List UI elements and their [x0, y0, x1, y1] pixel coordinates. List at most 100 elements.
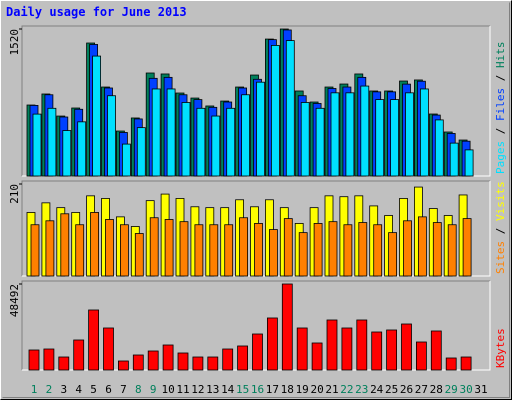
- x-tick-label: 3: [60, 383, 67, 396]
- bar: [73, 339, 85, 371]
- bar: [419, 88, 429, 177]
- bar: [62, 130, 72, 177]
- bar: [241, 94, 251, 177]
- bar: [162, 344, 174, 371]
- bar: [375, 99, 385, 177]
- legend-entry: Hits: [494, 42, 507, 69]
- bar: [371, 331, 383, 371]
- bar: [449, 142, 459, 177]
- bar: [401, 323, 412, 371]
- bar: [47, 107, 57, 177]
- x-tick-label: 1: [31, 383, 38, 396]
- x-tick-label: 11: [176, 383, 189, 396]
- x-tick-label: 22: [340, 383, 353, 396]
- bar: [432, 222, 442, 277]
- bar: [403, 220, 412, 277]
- panel-edge-dark: [21, 25, 490, 176]
- bar: [281, 283, 293, 371]
- bar: [166, 88, 176, 177]
- y-tick-label: 210: [8, 184, 21, 204]
- legend-entry: Sites: [494, 241, 507, 274]
- bar: [254, 223, 263, 277]
- x-tick-label: 30: [459, 383, 472, 396]
- bar: [177, 352, 189, 371]
- x-tick-label: 21: [325, 383, 338, 396]
- bar: [388, 232, 398, 277]
- bar: [77, 121, 87, 177]
- panel-edge-dark: [21, 280, 490, 370]
- x-tick-label: 24: [370, 383, 384, 396]
- bar: [92, 55, 101, 177]
- bar: [237, 345, 249, 371]
- x-tick-label: 2: [46, 383, 53, 396]
- x-tick-label: 7: [120, 383, 127, 396]
- x-tick-label: 20: [310, 383, 323, 396]
- bar: [358, 222, 368, 277]
- bar: [417, 216, 427, 277]
- bar: [107, 95, 116, 177]
- x-tick-label: 10: [161, 383, 174, 396]
- bar: [149, 217, 159, 277]
- chart-title: Daily usage for June 2013: [6, 5, 187, 19]
- bar: [462, 218, 472, 277]
- bar: [181, 102, 191, 177]
- bar: [252, 333, 263, 371]
- bar: [32, 113, 42, 177]
- bar: [268, 229, 278, 277]
- bar: [211, 115, 221, 177]
- legend-entry: Visits: [494, 181, 507, 221]
- legend-entry: Pages: [494, 141, 507, 174]
- legend-separator: /: [494, 221, 507, 241]
- bar: [194, 224, 204, 277]
- panel-edge-dark: [21, 180, 490, 276]
- bar: [283, 218, 293, 277]
- bar: [445, 357, 457, 371]
- legend: KBytes: [494, 328, 507, 368]
- bar: [164, 219, 174, 277]
- x-tick-label: 9: [150, 383, 157, 396]
- x-tick-label: 31: [474, 383, 487, 396]
- x-tick-label: 26: [400, 383, 413, 396]
- bar: [132, 354, 144, 371]
- bar: [390, 99, 400, 177]
- bar: [360, 85, 370, 177]
- bar: [447, 224, 457, 277]
- bar: [373, 224, 383, 277]
- bar: [45, 220, 55, 277]
- x-tick-label: 12: [191, 383, 204, 396]
- bar: [313, 223, 323, 277]
- x-tick-label: 27: [415, 383, 428, 396]
- bar: [226, 107, 236, 177]
- x-tick-label: 28: [430, 383, 443, 396]
- bar: [75, 224, 85, 277]
- bar: [105, 219, 114, 277]
- bar: [430, 330, 442, 371]
- bar: [315, 107, 325, 177]
- bar: [192, 356, 204, 371]
- bar: [147, 350, 159, 371]
- x-tick-label: 5: [90, 383, 97, 396]
- bar: [60, 213, 70, 277]
- x-tick-label: 14: [221, 383, 235, 396]
- legend: Pages / Files / Hits: [494, 42, 507, 175]
- bar: [434, 119, 444, 177]
- bar: [90, 212, 99, 277]
- y-tick-label: 1520: [8, 29, 21, 56]
- bar: [460, 356, 472, 371]
- bar: [270, 45, 280, 177]
- bar: [464, 149, 474, 177]
- bar: [151, 88, 161, 177]
- bar: [88, 309, 99, 371]
- bar: [256, 81, 265, 177]
- bar: [179, 221, 189, 277]
- x-tick-label: 4: [75, 383, 82, 396]
- legend-separator: /: [494, 121, 507, 141]
- x-tick-label: 29: [445, 383, 458, 396]
- bar: [345, 92, 355, 177]
- bar: [285, 40, 295, 177]
- x-tick-label: 16: [251, 383, 264, 396]
- y-tick-label: 48492: [8, 284, 21, 317]
- bar: [356, 319, 368, 371]
